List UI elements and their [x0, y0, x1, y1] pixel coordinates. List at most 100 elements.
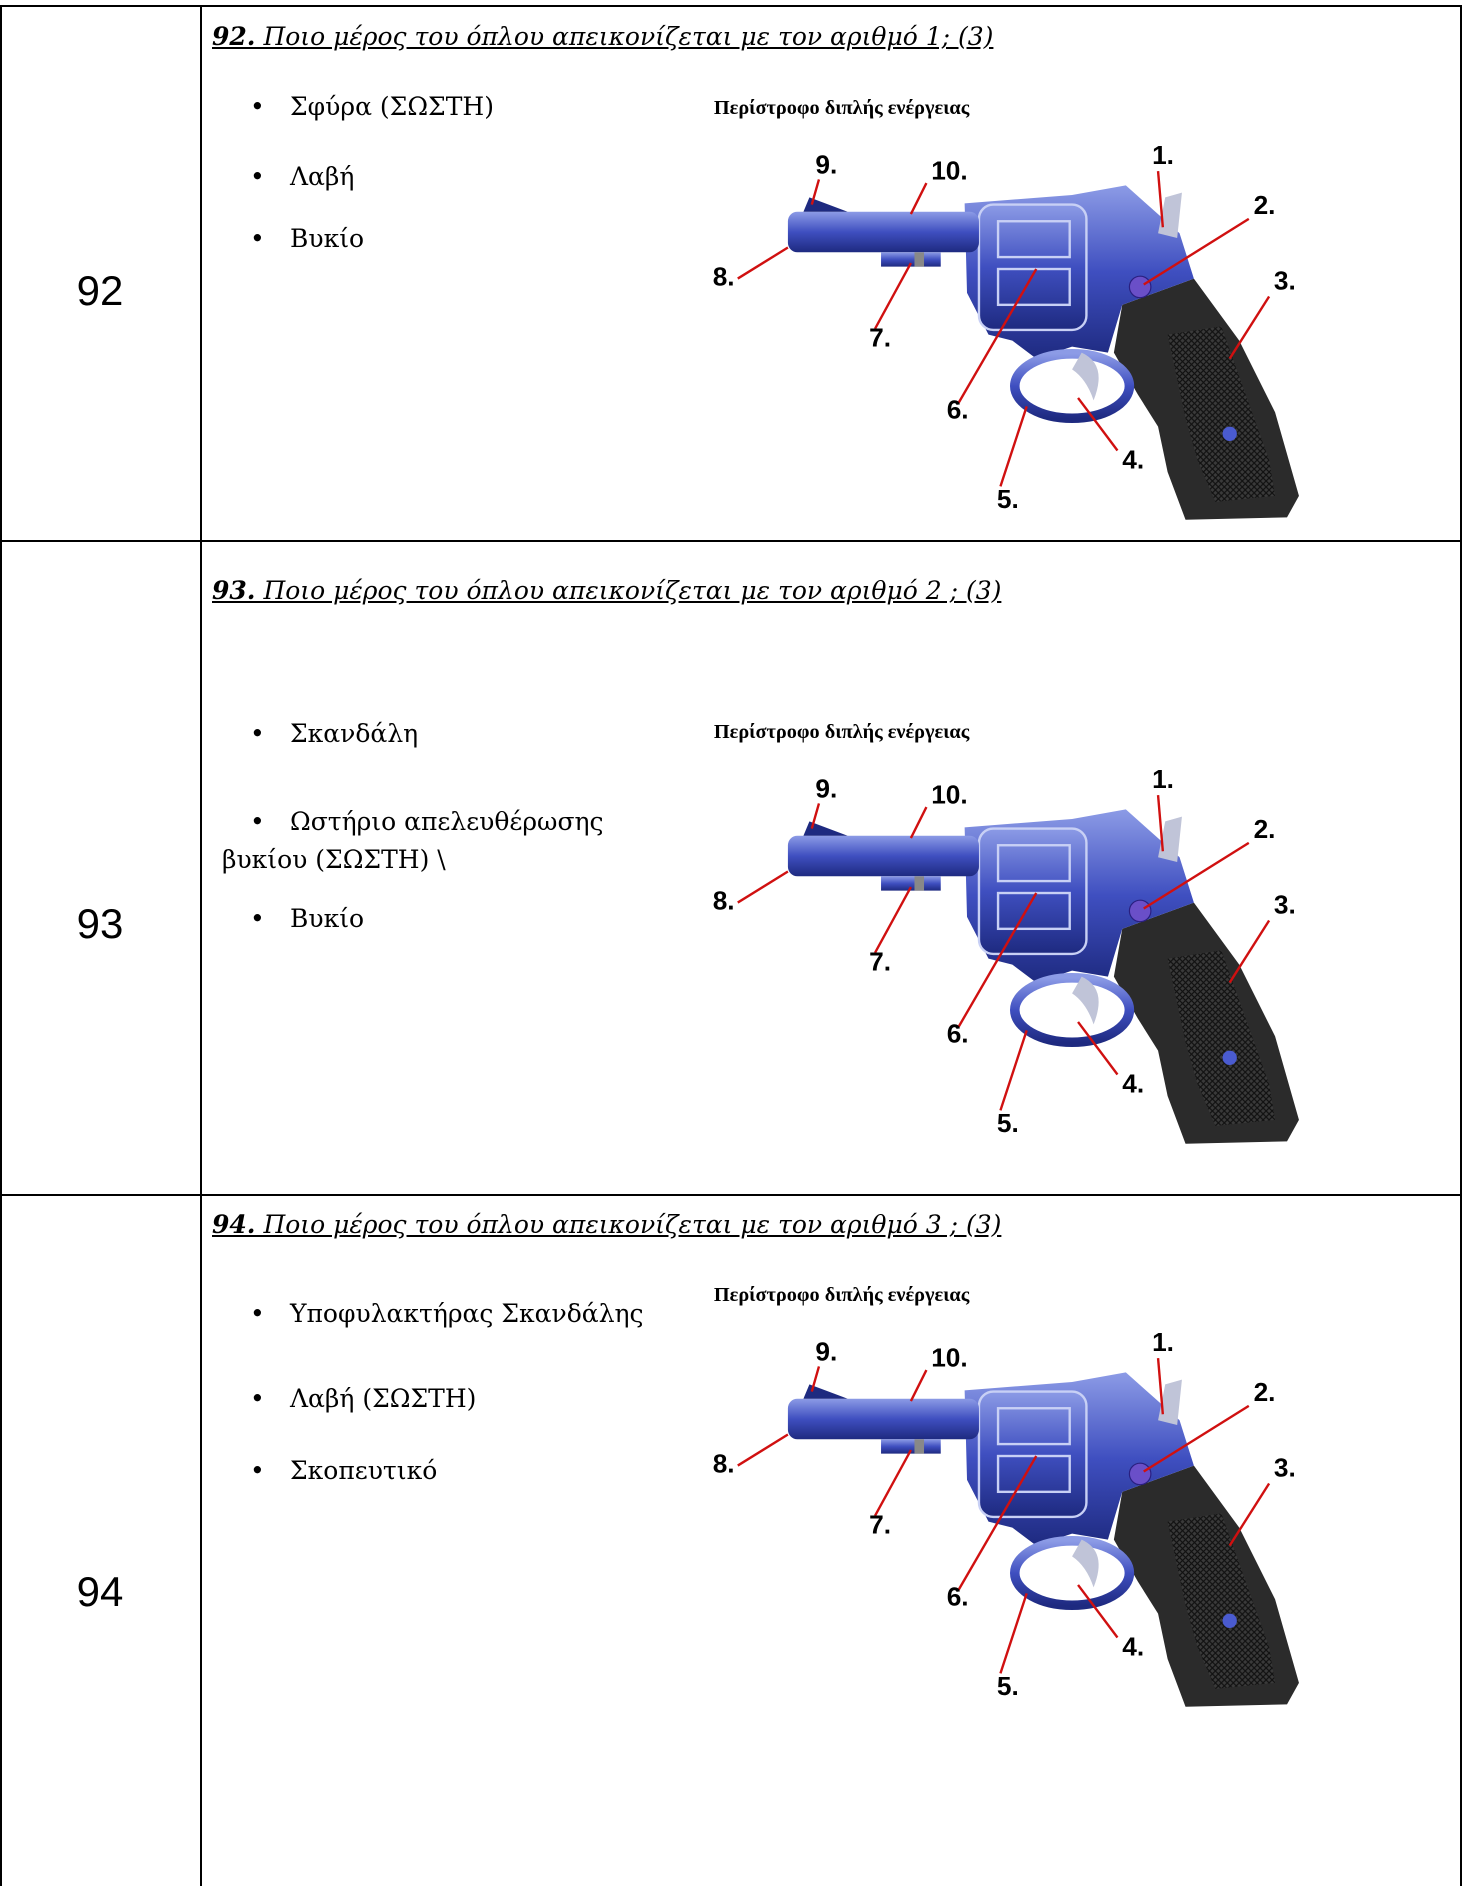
bullet: • [250, 1456, 265, 1485]
bullet: • [250, 1299, 265, 1328]
question-number: 93. [212, 576, 256, 605]
leader-line [874, 262, 912, 330]
diagram-label: 9. [815, 1336, 837, 1366]
leader-line [810, 803, 821, 829]
question: 94. Ποιο μέρος του όπλου απεικονίζεται μ… [212, 1210, 1001, 1239]
diagram-label: 3. [1274, 265, 1296, 295]
diagram-label: 9. [815, 773, 837, 803]
leader-line [810, 1366, 821, 1392]
leader-line [1143, 1404, 1250, 1473]
diagram: Περίστροφο διπλής ενέργειας 1. 2. 3. 4. 5. 6. 7… [713, 721, 1330, 1156]
diagram-label: 10. [931, 155, 968, 185]
diagram-label: 6. [947, 1018, 969, 1048]
diagram-label: 6. [947, 394, 969, 424]
diagram-label: 7. [869, 323, 891, 353]
option-text: Σφύρα (ΣΩΣΤΗ) [290, 92, 494, 121]
leader-line [999, 1592, 1028, 1674]
table-border [1460, 5, 1462, 1886]
leader-line [1143, 217, 1250, 286]
diagram: Περίστροφο διπλής ενέργειας 1. 2. 3. 4. 5. 6. 7… [713, 97, 1330, 532]
question: 92. Ποιο μέρος του όπλου απεικονίζεται μ… [212, 22, 993, 51]
table-border [0, 540, 1462, 542]
leader-line [874, 886, 912, 954]
bullet: • [250, 1384, 265, 1413]
diagram-label: 5. [997, 484, 1019, 514]
leader-line [957, 892, 1038, 1028]
leader-line [909, 1369, 928, 1402]
option: • Υποφυλακτήρας Σκανδάλης [222, 1295, 662, 1333]
diagram-label: 8. [713, 886, 735, 916]
bullet: • [250, 92, 265, 121]
leader-line [737, 246, 789, 280]
leader-line [1143, 841, 1250, 910]
diagram-label: 9. [815, 149, 837, 179]
leader-line [1077, 1021, 1119, 1076]
leader-line [737, 870, 789, 904]
bullet: • [250, 807, 265, 836]
diagram-label: 2. [1254, 190, 1276, 220]
table-border [0, 5, 1462, 7]
bullet: • [250, 162, 265, 191]
row-number: 94 [76, 1568, 124, 1615]
question-text: Ποιο μέρος του όπλου απεικονίζεται με το… [255, 1210, 1002, 1239]
leader-line [874, 1449, 912, 1517]
diagram-title: Περίστροφο διπλής ενέργειας [714, 1284, 970, 1306]
option-text: Λαβή [290, 162, 355, 191]
option: • Βυκίο [222, 900, 662, 938]
option: • Σκοπευτικό [222, 1452, 662, 1490]
leader-line [957, 268, 1038, 404]
row-number: 92 [76, 267, 124, 314]
table-border [0, 5, 2, 1886]
question-text: Ποιο μέρος του όπλου απεικονίζεται με το… [255, 576, 1002, 605]
option: • Λαβή [222, 158, 662, 196]
option: • Βυκίο [222, 220, 662, 258]
diagram-label: 4. [1122, 1068, 1144, 1098]
leader-line [999, 1029, 1028, 1111]
diagram-label: 8. [713, 1449, 735, 1479]
question-number: 92. [212, 22, 256, 51]
diagram-label: 5. [997, 1671, 1019, 1701]
option: • Λαβή (ΣΩΣΤΗ) [222, 1380, 662, 1418]
leader-line [1156, 795, 1165, 852]
leader-line [1077, 1584, 1119, 1639]
leader-line [1077, 397, 1119, 452]
table-border [0, 1194, 1462, 1196]
diagram-label: 1. [1152, 1327, 1174, 1357]
diagram-label: 10. [931, 1342, 968, 1372]
diagram-label: 1. [1152, 140, 1174, 170]
diagram-label: 4. [1122, 1631, 1144, 1661]
leader-line [1156, 171, 1165, 228]
leader-line [1156, 1358, 1165, 1415]
leader-line [737, 1433, 789, 1467]
diagram: Περίστροφο διπλής ενέργειας 1. 2. 3. 4. 5. 6. 7… [713, 1284, 1330, 1719]
option: • Σκανδάλη [222, 715, 662, 753]
diagram-label: 10. [931, 779, 968, 809]
option-text: Βυκίο [290, 224, 365, 253]
bullet: • [250, 904, 265, 933]
option-text: Σκανδάλη [290, 719, 419, 748]
diagram-label: 6. [947, 1581, 969, 1611]
diagram-label: 2. [1254, 814, 1276, 844]
diagram-title: Περίστροφο διπλής ενέργειας [714, 97, 970, 119]
leader-line [1228, 919, 1271, 984]
option-text: Υποφυλακτήρας Σκανδάλης [290, 1299, 644, 1328]
option: • Ωστήριο απελευθέρωσης βυκίου (ΣΩΣΤΗ) \ [222, 803, 662, 879]
leader-line [810, 179, 821, 205]
option-text: Λαβή (ΣΩΣΤΗ) [290, 1384, 477, 1413]
diagram-label: 3. [1274, 889, 1296, 919]
leader-line [1228, 295, 1271, 360]
option-text: Ωστήριο απελευθέρωσης βυκίου (ΣΩΣΤΗ) \ [222, 807, 604, 874]
leader-line [909, 182, 928, 215]
diagram-label: 4. [1122, 444, 1144, 474]
question-number: 94. [212, 1210, 256, 1239]
diagram-label: 1. [1152, 764, 1174, 794]
leader-line [909, 806, 928, 839]
leader-line [1228, 1482, 1271, 1547]
bullet: • [250, 719, 265, 748]
question: 93. Ποιο μέρος του όπλου απεικονίζεται μ… [212, 576, 1001, 605]
diagram-label: 2. [1254, 1377, 1276, 1407]
option-text: Βυκίο [290, 904, 365, 933]
question-text: Ποιο μέρος του όπλου απεικονίζεται με το… [255, 22, 994, 51]
diagram-label: 3. [1274, 1452, 1296, 1482]
